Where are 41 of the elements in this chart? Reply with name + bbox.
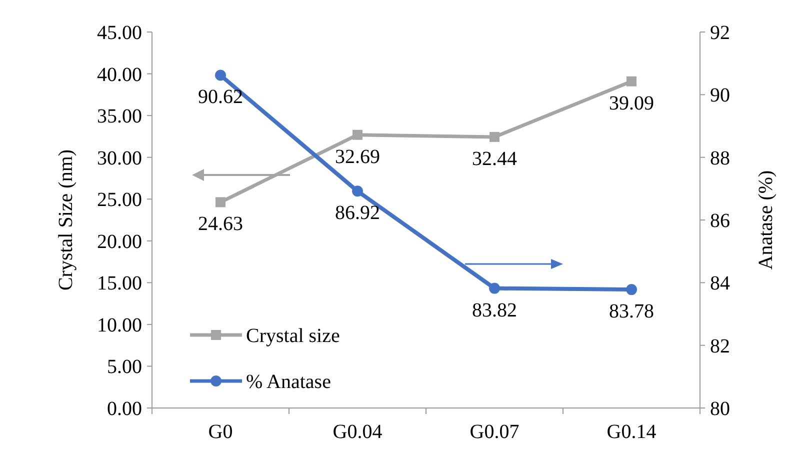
y-tick-label: 40.00 xyxy=(97,64,142,86)
y-tick-label: 25.00 xyxy=(97,189,142,212)
point xyxy=(626,76,636,86)
x-tick-label: G0 xyxy=(208,421,233,443)
y2-tick-label: 80 xyxy=(710,398,730,420)
legend-label: % Anatase xyxy=(246,371,332,393)
y-tick-label: 0.00 xyxy=(107,398,142,420)
point xyxy=(626,284,637,296)
point xyxy=(489,282,500,294)
y-tick-label: 10.00 xyxy=(97,314,142,336)
y2-tick-label: 84 xyxy=(710,272,730,295)
data-label: 32.44 xyxy=(472,148,517,170)
y-axis-title: Crystal Size (nm) xyxy=(55,149,77,291)
point xyxy=(215,70,226,81)
data-label: 90.62 xyxy=(198,86,243,108)
legend-label: Crystal size xyxy=(246,325,340,347)
y-tick-label: 5.00 xyxy=(107,356,142,378)
point xyxy=(490,132,500,142)
y-tick-label: 15.00 xyxy=(97,272,142,295)
point xyxy=(352,186,363,197)
data-label: 86.92 xyxy=(335,202,380,224)
y2-axis-title: Anatase (%) xyxy=(755,170,777,270)
y2-tick-label: 92 xyxy=(710,22,730,44)
x-tick-label: G0.07 xyxy=(470,421,520,443)
point xyxy=(352,130,362,140)
y2-tick-label: 86 xyxy=(710,210,730,232)
point xyxy=(216,197,226,208)
y2-tick-label: 88 xyxy=(710,147,730,170)
y-tick-label: 45.00 xyxy=(97,22,142,44)
y2-tick-label: 90 xyxy=(710,84,730,107)
y-tick-label: 30.00 xyxy=(97,147,142,170)
y-tick-label: 20.00 xyxy=(97,230,142,253)
x-tick-label: G0.04 xyxy=(332,421,382,443)
data-label: 24.63 xyxy=(198,213,243,236)
x-tick-label: G0.14 xyxy=(606,421,656,443)
data-label: 32.69 xyxy=(335,146,380,168)
y2-tick-label: 82 xyxy=(710,335,730,358)
y-tick-label: 35.00 xyxy=(97,106,142,128)
data-label: 39.09 xyxy=(609,92,654,114)
data-label: 83.78 xyxy=(609,300,654,323)
data-label: 83.82 xyxy=(472,299,517,322)
